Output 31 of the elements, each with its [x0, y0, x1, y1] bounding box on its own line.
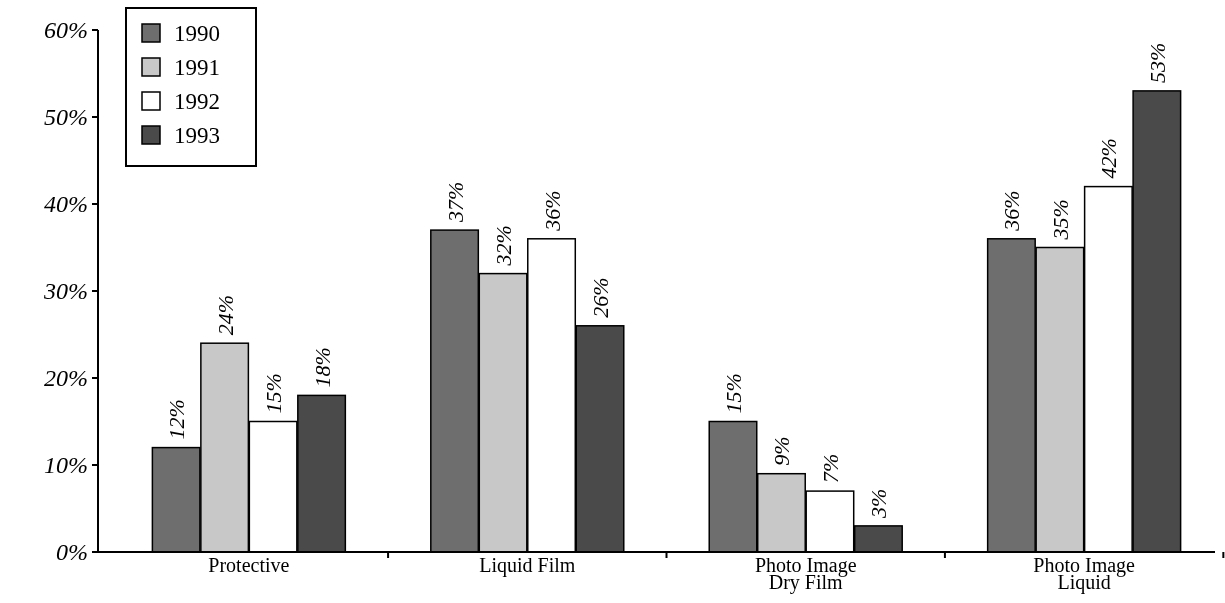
data-label: 3% — [866, 488, 892, 519]
data-label: 53% — [1144, 42, 1170, 83]
legend-label: 1990 — [174, 21, 220, 47]
data-label: 24% — [212, 294, 238, 336]
data-label: 9% — [769, 436, 795, 466]
x-tick-label: Photo Image Dry Film — [754, 554, 857, 594]
y-tick-label: 40% — [44, 191, 88, 218]
legend-label: 1993 — [174, 123, 220, 149]
data-label: 37% — [442, 181, 468, 224]
data-label: 15% — [261, 373, 287, 414]
y-tick-label: 0% — [56, 539, 88, 566]
y-tick-label: 60% — [44, 17, 88, 44]
legend-label: 1992 — [174, 89, 220, 115]
data-label: 35% — [1047, 199, 1073, 241]
data-label: 36% — [999, 190, 1025, 232]
data-label: 18% — [309, 347, 335, 388]
data-label: 36% — [539, 190, 565, 232]
x-tick-label: Photo Image Liquid — [1033, 554, 1136, 594]
y-tick-label: 30% — [43, 278, 88, 305]
x-tick-label: Protective — [208, 554, 290, 576]
data-label: 15% — [720, 373, 746, 414]
data-label: 42% — [1096, 138, 1122, 179]
y-tick-label: 20% — [44, 365, 88, 392]
y-tick-label: 50% — [44, 104, 88, 131]
legend-label: 1991 — [174, 55, 220, 81]
y-tick-label: 10% — [44, 452, 88, 479]
data-label: 7% — [817, 453, 843, 484]
data-label: 12% — [164, 399, 190, 440]
data-label: 32% — [491, 225, 517, 267]
x-tick-label: Liquid Film — [479, 554, 576, 577]
data-label: 26% — [588, 277, 614, 318]
